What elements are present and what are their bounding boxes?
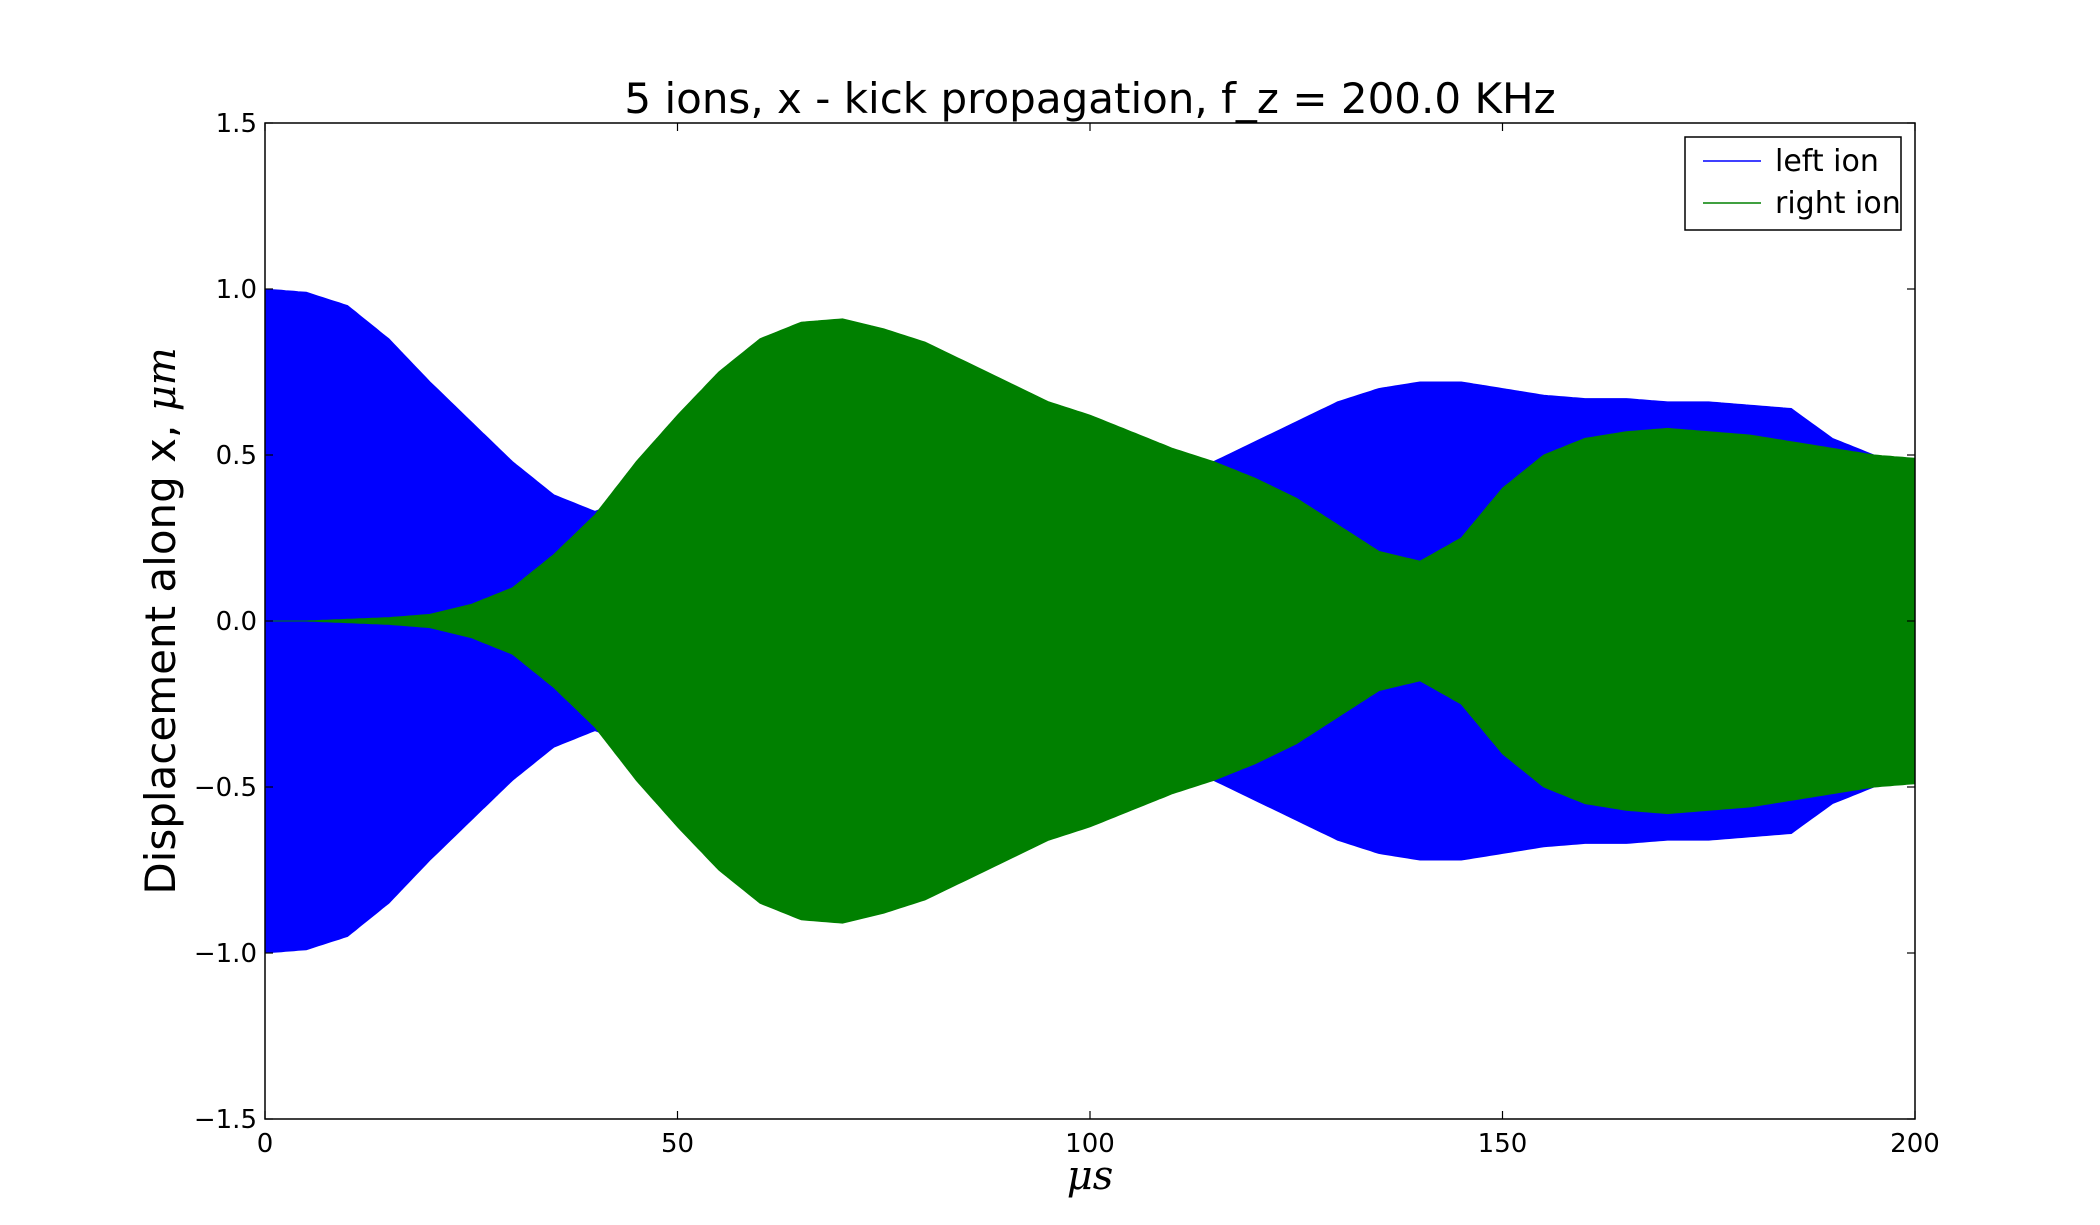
x-tick-label: 150 <box>1478 1129 1528 1159</box>
legend-label-left-ion: left ion <box>1775 144 1879 179</box>
y-tick-label: −0.5 <box>194 773 257 803</box>
y-tick-label: −1.5 <box>194 1105 257 1135</box>
series-right-ion <box>265 318 1915 924</box>
x-tick-label: 100 <box>1065 1129 1115 1159</box>
ticks: 0 50 100 150 200 −1.5 −1.0 −0.5 0.0 0.5 1.0 1.5 <box>194 109 1940 1159</box>
x-tick-label: 200 <box>1890 1129 1940 1159</box>
x-tick-label: 50 <box>661 1129 694 1159</box>
y-tick-label: 0.0 <box>216 607 257 637</box>
chart-title: 5 ions, x - kick propagation, f_z = 200.… <box>624 74 1555 123</box>
legend-box <box>1684 136 1902 231</box>
x-tick-label: 0 <box>257 1129 274 1159</box>
y-axis-label-text: Displacement along x, <box>136 411 185 894</box>
series-oscillation <box>341 319 1912 923</box>
legend-label-right-ion: right ion <box>1775 186 1901 221</box>
y-tick-label: 1.0 <box>216 275 257 305</box>
y-axis-label-unit: μm <box>139 347 185 411</box>
series-band <box>265 318 1915 924</box>
y-tick-label: 1.5 <box>216 109 257 139</box>
y-axis-label: Displacement along x, μm <box>136 347 185 894</box>
x-axis-label: μs <box>1067 1153 1114 1199</box>
y-tick-label: 0.5 <box>216 441 257 471</box>
y-tick-label: −1.0 <box>194 939 257 969</box>
legend: left ion right ion <box>1684 136 1902 231</box>
plot-area <box>265 288 1915 954</box>
